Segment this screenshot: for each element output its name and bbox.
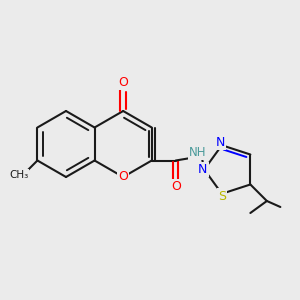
Text: O: O [118,170,128,184]
Text: O: O [118,76,128,89]
Text: S: S [218,190,226,203]
Text: CH₃: CH₃ [9,170,28,181]
Text: N: N [198,163,207,176]
Text: NH: NH [189,146,206,159]
Text: N: N [216,136,225,149]
Text: O: O [171,180,181,193]
